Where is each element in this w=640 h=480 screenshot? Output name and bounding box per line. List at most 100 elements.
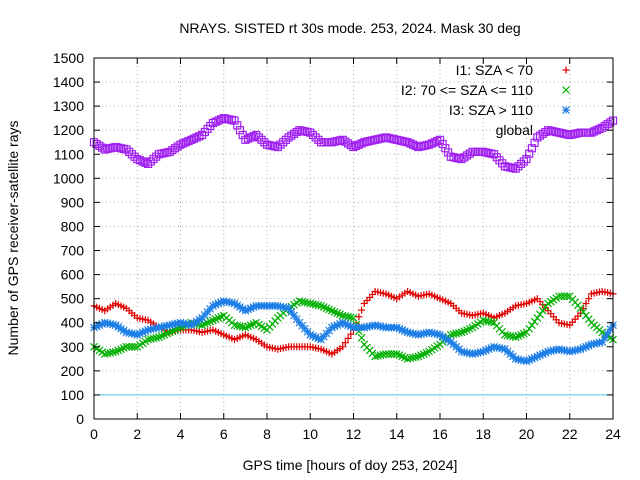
y-tick-label: 500 xyxy=(61,291,85,307)
data-point xyxy=(100,145,109,154)
data-point-fill-shape xyxy=(355,313,363,321)
data-point-fill-shape xyxy=(357,139,366,148)
data-point-shape xyxy=(446,152,455,161)
legend-marker xyxy=(562,86,570,94)
data-point-fill xyxy=(222,114,231,123)
data-point-fill-shape xyxy=(116,144,126,153)
data-point-shape xyxy=(360,138,369,147)
data-point xyxy=(479,147,488,156)
data-point-fill xyxy=(233,301,242,310)
data-point-fill-shape xyxy=(571,129,580,138)
x-tick-label: 4 xyxy=(177,426,185,442)
data-point-fill-shape xyxy=(549,346,558,355)
data-point-shape xyxy=(436,330,444,339)
data-point-fill xyxy=(292,315,301,324)
data-point xyxy=(306,128,315,137)
data-point-fill xyxy=(117,324,125,333)
data-point-fill xyxy=(449,153,458,162)
data-point-fill-shape xyxy=(409,329,417,338)
data-point-fill-shape xyxy=(344,321,353,330)
data-point-fill-shape xyxy=(243,134,253,143)
data-point-shape xyxy=(219,114,228,123)
data-point-fill xyxy=(341,320,350,328)
data-point-fill-shape xyxy=(473,348,482,357)
data-point-fill xyxy=(195,132,204,141)
data-point-shape xyxy=(306,330,315,339)
data-point-fill-shape xyxy=(441,334,450,343)
x-tick-label: 20 xyxy=(519,426,535,442)
data-point-fill xyxy=(181,138,191,147)
data-point-fill xyxy=(373,321,382,330)
data-point-fill xyxy=(152,324,161,333)
data-point-fill-shape xyxy=(573,129,582,138)
chart-title: NRAYS. SISTED rt 30s mode. 253, 2024. Ma… xyxy=(179,20,520,36)
data-point-fill-shape xyxy=(387,134,396,143)
data-point-fill xyxy=(422,329,431,337)
data-point xyxy=(468,350,477,358)
data-point-fill xyxy=(427,139,436,148)
data-point xyxy=(273,142,282,152)
data-point-fill xyxy=(106,320,115,328)
data-point-fill-shape xyxy=(292,127,301,137)
data-point-shape xyxy=(371,321,380,330)
data-point-fill xyxy=(314,301,323,310)
data-point-fill xyxy=(384,133,393,143)
data-point-fill xyxy=(108,143,118,152)
data-point-fill-shape xyxy=(92,322,101,331)
x-tick-label: 6 xyxy=(220,426,228,442)
data-point-fill-shape xyxy=(125,147,134,156)
data-point-fill xyxy=(125,147,134,156)
data-point-fill xyxy=(498,344,507,353)
data-point-fill xyxy=(484,345,493,354)
data-point-fill xyxy=(214,116,223,125)
data-point-shape xyxy=(576,345,585,354)
data-point-fill xyxy=(516,159,526,168)
data-point-shape xyxy=(511,354,520,363)
data-point-fill xyxy=(541,127,550,137)
grid xyxy=(94,58,613,419)
data-point xyxy=(209,301,217,310)
data-point-fill-shape xyxy=(454,154,464,163)
data-point-shape xyxy=(262,140,272,149)
data-point-fill-shape xyxy=(406,139,415,148)
data-point-fill xyxy=(192,317,201,326)
data-point-fill xyxy=(149,154,158,164)
axis-ticks: 0100200300400500600700800900100011001200… xyxy=(53,50,621,442)
data-point-shape xyxy=(435,135,445,144)
data-point xyxy=(219,297,228,305)
data-point-fill-shape xyxy=(246,304,255,313)
data-point xyxy=(143,159,153,168)
data-point-fill xyxy=(138,328,147,337)
data-point-shape xyxy=(144,326,152,334)
data-point-shape xyxy=(295,126,304,135)
data-point xyxy=(457,347,466,356)
data-point-fill xyxy=(135,156,145,165)
data-point-fill xyxy=(347,330,355,338)
data-point xyxy=(327,323,336,332)
data-point-fill-shape xyxy=(514,355,523,364)
data-point-fill xyxy=(354,140,364,149)
x-tick-label: 10 xyxy=(302,426,318,442)
data-point-fill xyxy=(271,142,280,151)
data-point-fill-shape xyxy=(506,163,515,172)
data-point-fill xyxy=(92,322,101,331)
data-point-fill xyxy=(265,141,274,150)
data-point-fill-shape xyxy=(168,320,177,329)
data-point-fill-shape xyxy=(365,136,374,146)
data-point-fill-shape xyxy=(281,303,290,312)
legend-marker-shape xyxy=(562,86,570,94)
data-point-fill xyxy=(211,300,220,309)
data-point-fill xyxy=(330,322,339,331)
data-point-fill-shape xyxy=(347,330,355,338)
data-point-fill-shape xyxy=(373,321,382,330)
data-point-fill xyxy=(168,320,177,329)
data-point-fill-shape xyxy=(344,334,352,342)
data-point-fill-shape xyxy=(552,345,561,354)
data-point-shape xyxy=(598,338,607,346)
data-point-shape xyxy=(479,147,488,156)
data-point-fill-shape xyxy=(592,126,601,135)
data-point-fill xyxy=(465,349,474,358)
data-point-fill-shape xyxy=(384,133,393,143)
data-point-fill xyxy=(560,129,569,138)
